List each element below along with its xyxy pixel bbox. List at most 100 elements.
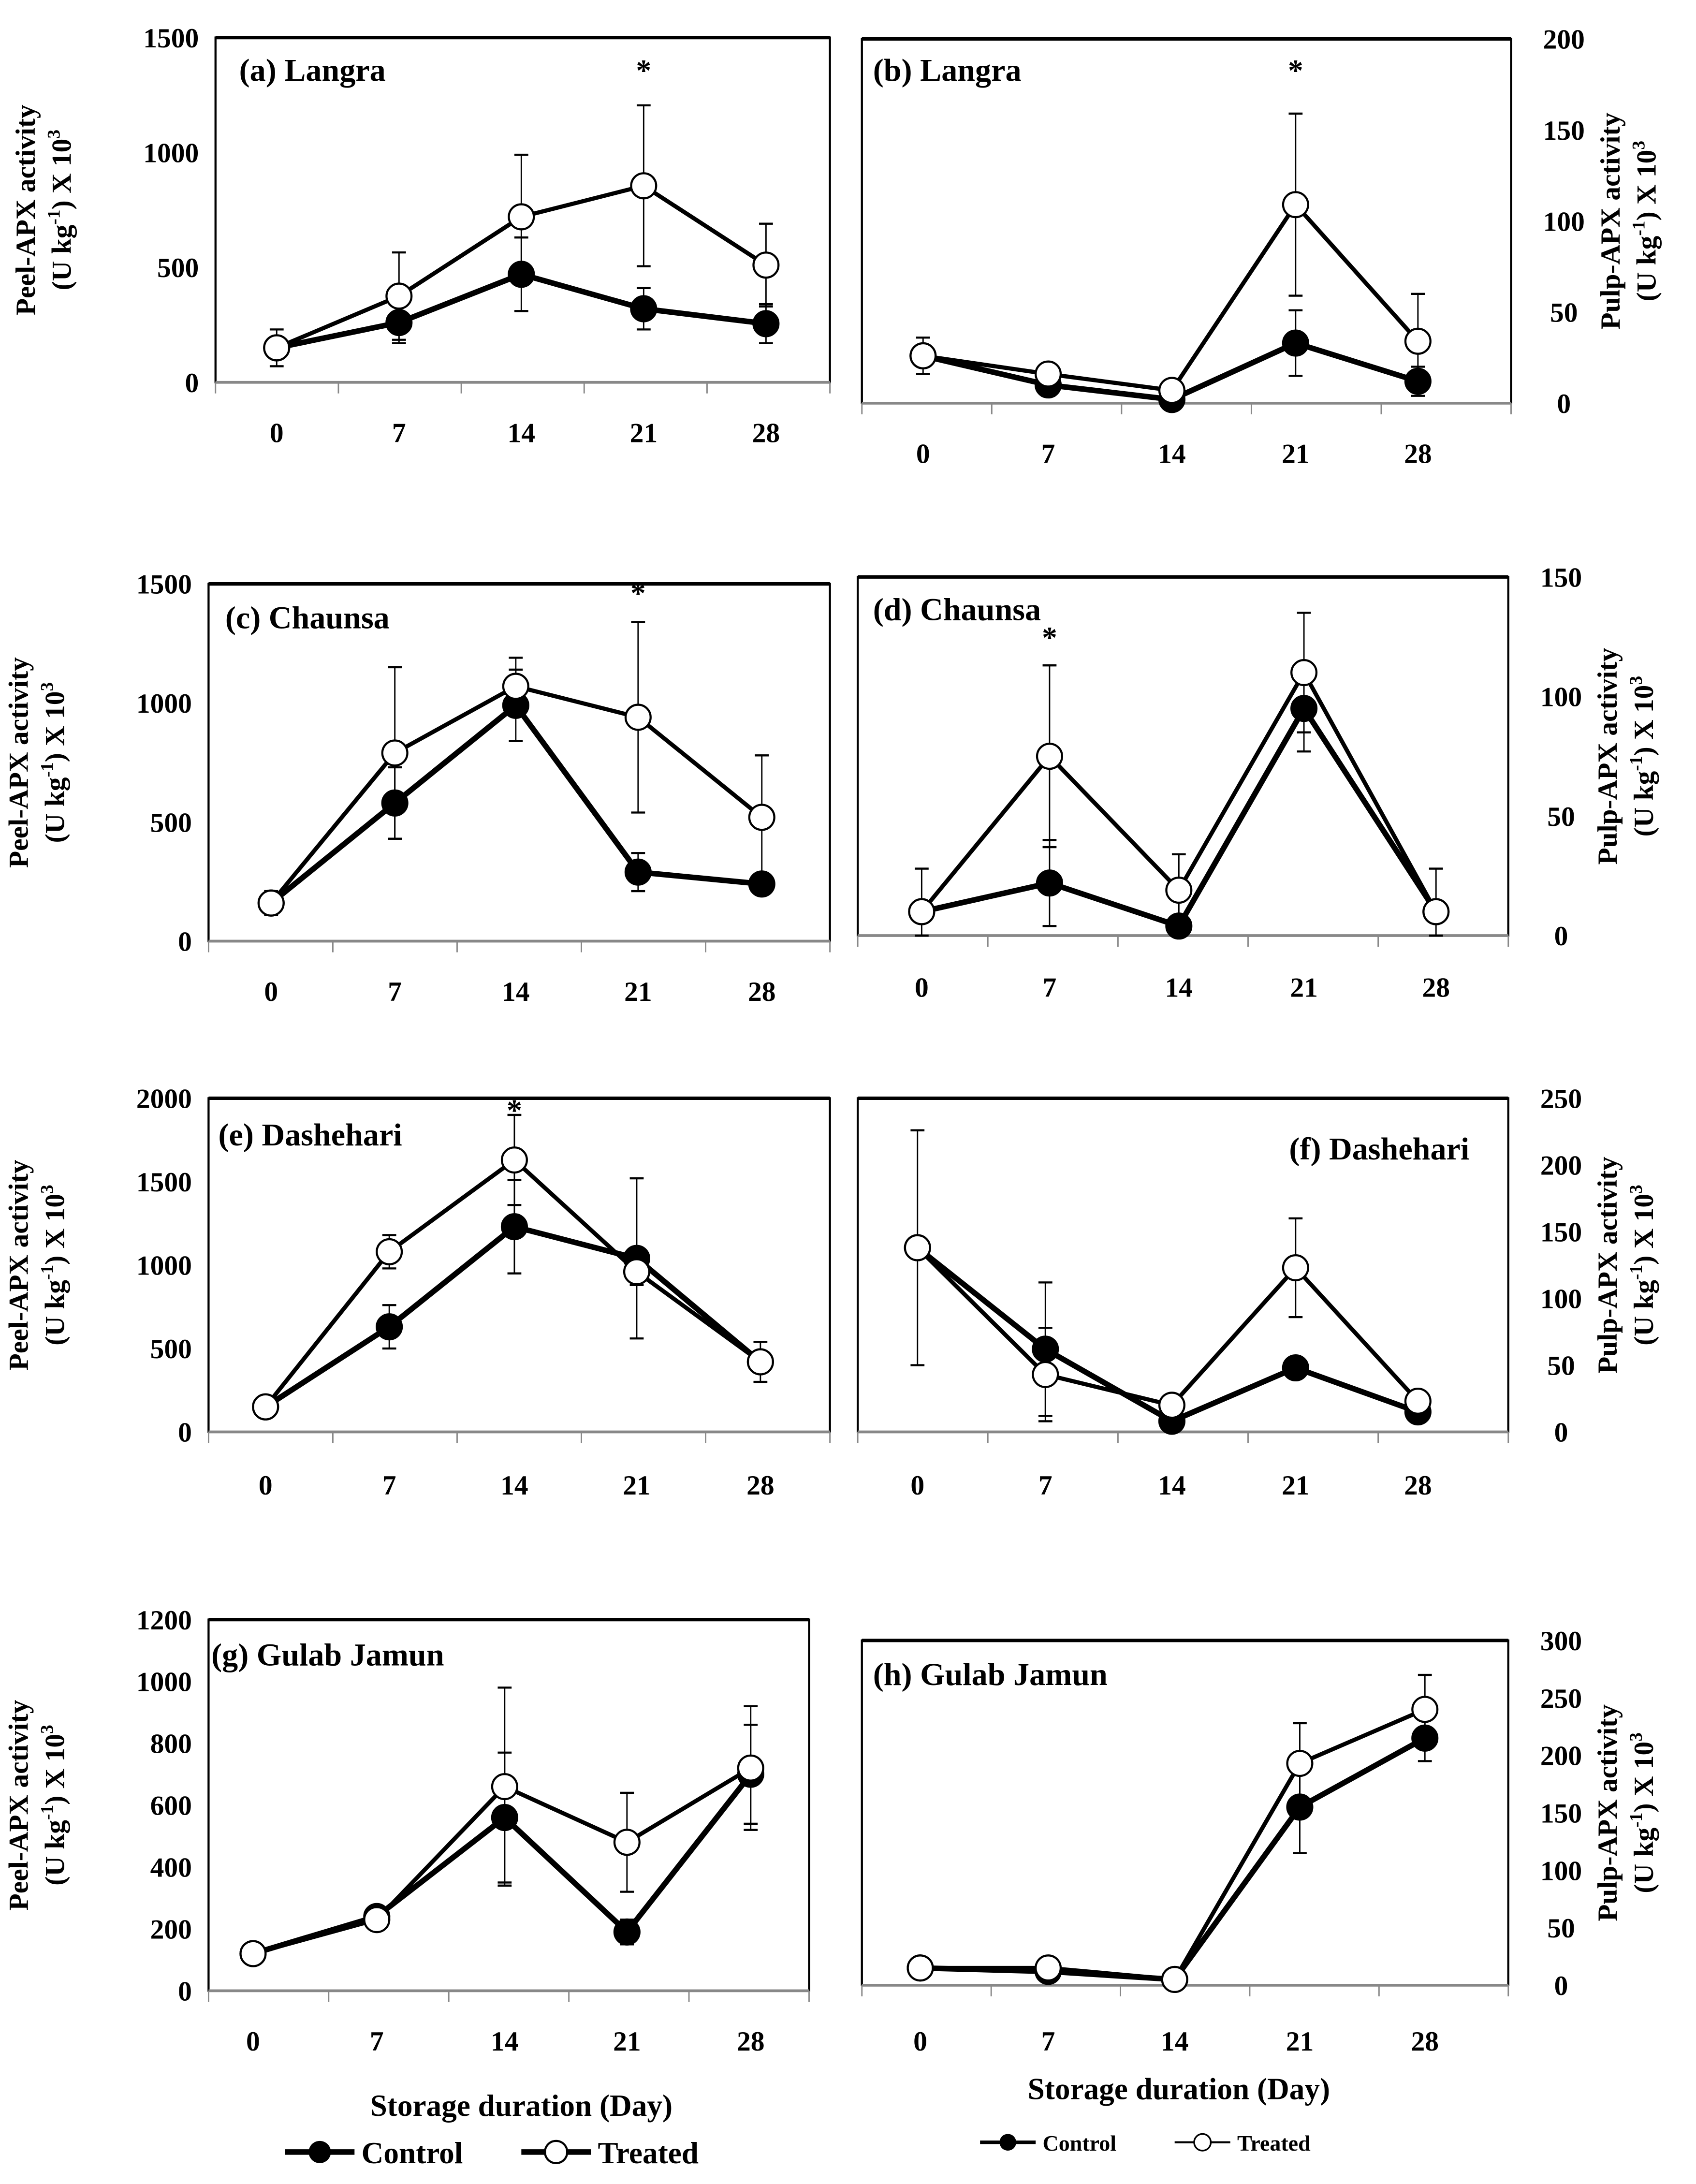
x-tick-label: 28 — [1404, 1470, 1432, 1501]
control-point — [1282, 329, 1309, 357]
treated-point — [623, 1258, 650, 1286]
series-control — [264, 1177, 762, 1409]
panel-title: (c) Chaunsa — [225, 601, 390, 636]
treated-point — [1161, 1965, 1188, 1993]
x-tick-label: 0 — [910, 1470, 924, 1501]
treated-point — [252, 1393, 279, 1421]
y-axis-title-units: (U kg-1) X 103 — [37, 1185, 70, 1346]
x-tick-label: 7 — [1038, 1470, 1053, 1501]
series-treated — [269, 621, 769, 905]
y-tick-label: 100 — [1540, 1284, 1582, 1315]
y-axis-title-part: -1 — [1626, 756, 1646, 771]
y-axis-title-part: -1 — [44, 210, 64, 225]
y-tick-label: 800 — [150, 1729, 192, 1759]
treated-point — [1165, 877, 1193, 904]
x-axis-title-right: Storage duration (Day) — [1028, 2072, 1330, 2106]
significance-marker: * — [630, 576, 646, 610]
series-treated — [910, 1129, 1420, 1422]
y-axis-title-part: ) X 10 — [1629, 685, 1659, 756]
treated-point — [500, 1146, 528, 1174]
treated-point — [363, 1906, 391, 1934]
y-axis-title-part: 3 — [1626, 1185, 1646, 1194]
x-tick-label: 14 — [1161, 2026, 1189, 2057]
series-control — [920, 1714, 1432, 1982]
treated-point — [737, 1754, 764, 1782]
y-axis-title-part: 3 — [1626, 1732, 1646, 1742]
panel-title: (h) Gulab Jamun — [873, 1657, 1108, 1692]
control-point — [1036, 869, 1063, 897]
x-tick-label: 21 — [630, 418, 658, 448]
panel-title: (f) Dashehari — [1289, 1131, 1469, 1167]
panel-e: 0 7 14 21 28 0 500 1000 1500 2000 Peel-APX activit… — [4, 1084, 831, 1501]
y-tick-label: 0 — [178, 927, 192, 957]
control-point — [624, 858, 652, 886]
panel-title: (b) Langra — [873, 53, 1022, 88]
y-axis-title-part: (U kg — [40, 1280, 70, 1346]
treated-point — [502, 673, 529, 700]
y-tick-label: 100 — [1540, 1856, 1582, 1886]
y-axis-title-part: -1 — [1629, 221, 1649, 236]
x-tick-label: 7 — [388, 977, 402, 1007]
control-point — [1404, 367, 1432, 395]
control-point — [500, 1213, 528, 1241]
control-point — [491, 1804, 518, 1832]
x-tick-label: 21 — [1282, 439, 1310, 469]
y-tick-label: 400 — [150, 1853, 192, 1883]
x-tick-label: 0 — [259, 1470, 273, 1501]
y-axis-title: Pulp-APX activity — [1593, 1157, 1623, 1374]
x-tick-label: 21 — [1286, 2026, 1314, 2057]
treated-point — [239, 1940, 267, 1967]
x-tick-label: 14 — [1165, 973, 1193, 1003]
x-tick-label: 14 — [491, 2026, 519, 2057]
x-tick-label: 7 — [1041, 2026, 1055, 2057]
treated-point — [1032, 1361, 1059, 1388]
y-axis-title-part: ) X 10 — [40, 691, 70, 762]
panel-h: 0 7 14 21 28 0 50 100 150 200 250 300 Pulp-APX activ… — [861, 1626, 1659, 2057]
y-tick-label: 50 — [1547, 1913, 1575, 1944]
treated-point — [376, 1238, 403, 1265]
legend-treated-label: Treated — [1237, 2131, 1311, 2155]
y-axis-title-part: -1 — [1626, 1265, 1646, 1280]
control-point — [376, 1313, 403, 1341]
x-tick-label: 7 — [382, 1470, 396, 1501]
legend-control-label: Control — [1043, 2131, 1117, 2155]
y-tick-label: 1000 — [136, 689, 192, 719]
control-point — [381, 789, 409, 817]
y-tick-label: 0 — [1554, 1418, 1568, 1448]
x-tick-label: 21 — [623, 1470, 651, 1501]
y-axis-title-part: 3 — [1626, 676, 1646, 685]
y-tick-label: 1500 — [136, 1167, 192, 1198]
panel-title: (a) Langra — [239, 53, 386, 88]
series-line — [920, 1735, 1426, 1982]
y-axis-title-part: -1 — [37, 1805, 57, 1820]
y-tick-label: 200 — [1543, 25, 1585, 55]
y-axis-title-part: (U kg — [1632, 235, 1662, 301]
treated-point — [1411, 1696, 1439, 1723]
x-tick-label: 14 — [500, 1470, 528, 1501]
x-axis-title-left: Storage duration (Day) — [370, 2089, 673, 2123]
x-tick-label: 21 — [1290, 973, 1318, 1003]
treated-point — [1035, 1954, 1062, 1982]
legend-left: Control Treated — [285, 2136, 699, 2170]
panel-b: 0 7 14 21 28 0 50 100 150 200 Pulp-APX activity (U … — [861, 25, 1662, 469]
y-tick-label: 150 — [1543, 116, 1585, 146]
y-axis-title: Peel-APX activity — [4, 657, 34, 868]
y-tick-label: 1500 — [136, 570, 192, 600]
y-axis-title-part: -1 — [1626, 1813, 1646, 1828]
legend-treated-marker — [1193, 2133, 1212, 2152]
x-tick-label: 0 — [915, 973, 929, 1003]
treated-point — [748, 804, 775, 831]
x-tick-label: 0 — [246, 2026, 260, 2057]
y-axis-title-part: ) X 10 — [47, 139, 77, 210]
significance-marker: * — [1042, 621, 1057, 655]
x-tick-label: 14 — [1158, 439, 1186, 469]
x-tick-label: 28 — [752, 418, 780, 448]
control-point — [1165, 912, 1193, 940]
legend-control-label: Control — [362, 2136, 463, 2170]
x-tick-label: 7 — [392, 418, 406, 448]
x-tick-label: 28 — [748, 977, 776, 1007]
x-tick-label: 7 — [1041, 439, 1055, 469]
treated-point — [630, 172, 658, 200]
control-point — [1290, 695, 1318, 722]
y-axis-title-part: 3 — [37, 1185, 57, 1194]
